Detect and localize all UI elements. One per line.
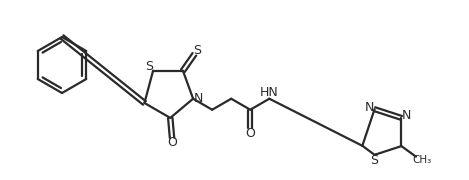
Text: S: S xyxy=(145,60,153,73)
Text: O: O xyxy=(167,136,177,149)
Text: N: N xyxy=(402,109,411,122)
Text: HN: HN xyxy=(260,86,279,99)
Text: N: N xyxy=(365,101,374,114)
Text: N: N xyxy=(193,92,203,105)
Text: S: S xyxy=(193,44,201,57)
Text: CH₃: CH₃ xyxy=(412,155,431,165)
Text: S: S xyxy=(371,154,378,167)
Text: O: O xyxy=(245,127,255,140)
